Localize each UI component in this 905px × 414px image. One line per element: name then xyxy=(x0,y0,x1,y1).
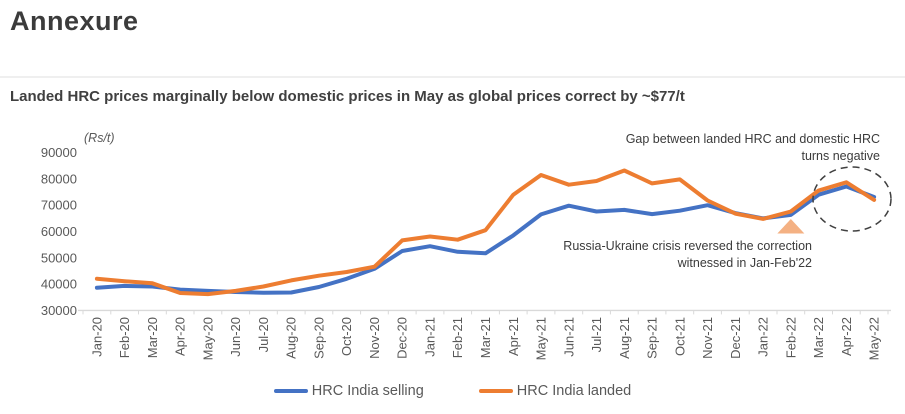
annotation-crisis-line1: Russia-Ukraine crisis reversed the corre… xyxy=(563,239,812,253)
x-axis-tick-label: Nov-20 xyxy=(367,317,382,359)
x-axis-tick-label: Mar-22 xyxy=(811,317,826,358)
x-axis-tick-label: Dec-20 xyxy=(395,317,410,359)
series-line-landed xyxy=(94,168,877,297)
chart-headline: Landed HRC prices marginally below domes… xyxy=(10,88,685,105)
y-axis-tick-label: 80000 xyxy=(41,171,77,186)
x-axis-tick-label: Aug-21 xyxy=(617,317,632,359)
chart-legend: HRC India selling HRC India landed xyxy=(0,383,905,399)
y-axis-tick-label: 70000 xyxy=(41,198,77,213)
x-axis-tick-label: May-21 xyxy=(534,317,549,360)
selling-line-swatch-icon xyxy=(273,388,308,394)
y-axis-tick-label: 30000 xyxy=(41,303,77,318)
x-axis-tick-label: Feb-20 xyxy=(117,317,132,358)
x-axis-tick-label: Jan-21 xyxy=(423,317,438,357)
x-axis-tick-label: Jan-22 xyxy=(756,317,771,357)
y-axis-tick-label: 90000 xyxy=(41,145,77,160)
annotation-russia-ukraine: Russia-Ukraine crisis reversed the corre… xyxy=(563,238,812,271)
crisis-triangle-marker-icon xyxy=(777,219,805,234)
x-axis-tick-label: Nov-21 xyxy=(700,317,715,359)
legend-label-landed: HRC India landed xyxy=(516,383,632,399)
x-axis-tick-label: May-22 xyxy=(867,317,882,360)
x-axis-tick-label: Jun-20 xyxy=(228,317,243,357)
title-divider xyxy=(0,76,905,78)
x-axis-tick-label: May-20 xyxy=(200,317,215,360)
landed-line-swatch-icon xyxy=(478,388,513,394)
x-axis-tick-label: Sep-20 xyxy=(311,317,326,359)
x-axis-tick-label: Oct-20 xyxy=(339,317,354,356)
x-axis-tick-label: Apr-21 xyxy=(506,317,521,356)
annotation-gap-line2: turns negative xyxy=(801,148,880,163)
x-axis-tick-label: Mar-20 xyxy=(145,317,160,358)
x-axis-tick-label: Jan-20 xyxy=(89,317,104,357)
x-axis-tick-label: Feb-21 xyxy=(450,317,465,358)
x-axis-tick-label: Dec-21 xyxy=(728,317,743,359)
x-axis-tick-label: Sep-21 xyxy=(645,317,660,359)
x-axis-tick-label: Apr-22 xyxy=(839,317,854,356)
x-axis-tick-label: Jul-20 xyxy=(256,317,271,352)
hrc-price-line-chart: 30000 40000 50000 60000 70000 80000 90000 Jan-2… xyxy=(41,145,892,360)
page-title: Annexure xyxy=(10,6,139,36)
y-axis-unit-label: (Rs/t) xyxy=(84,131,115,145)
x-axis-tick-label: Oct-21 xyxy=(672,317,687,356)
y-axis-tick-label: 40000 xyxy=(41,277,77,292)
x-axis-tick-label: Jun-21 xyxy=(561,317,576,357)
x-axis-tick-label: Aug-20 xyxy=(284,317,299,359)
x-axis-tick-label: Mar-21 xyxy=(478,317,493,358)
x-axis-tick-label: Feb-22 xyxy=(783,317,798,358)
annotation-gap-line1: Gap between landed HRC and domestic HRC xyxy=(625,132,880,146)
annotation-gap-negative: Gap between landed HRC and domestic HRC … xyxy=(626,131,880,164)
y-axis-tick-label: 50000 xyxy=(41,250,77,265)
x-axis-tick-label: Apr-20 xyxy=(173,317,188,356)
annotation-crisis-line2: witnessed in Jan-Feb'22 xyxy=(677,255,812,270)
legend-item-landed: HRC India landed xyxy=(478,383,632,399)
gap-highlight-ellipse xyxy=(812,166,892,232)
legend-label-selling: HRC India selling xyxy=(311,383,424,399)
y-axis-tick-label: 60000 xyxy=(41,224,77,239)
legend-item-selling: HRC India selling xyxy=(273,383,424,399)
x-axis-tick-label: Jul-21 xyxy=(589,317,604,352)
